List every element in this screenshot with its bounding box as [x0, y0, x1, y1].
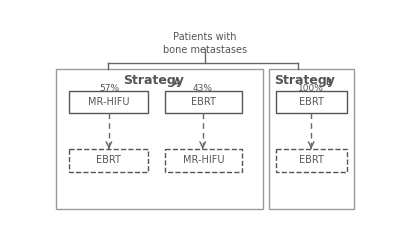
Text: 100%: 100%	[298, 84, 324, 93]
Text: MR-HIFU: MR-HIFU	[183, 156, 224, 165]
Text: A: A	[174, 78, 180, 87]
Text: Strategy: Strategy	[274, 74, 336, 87]
Bar	[165, 91, 242, 113]
Text: EBRT: EBRT	[96, 156, 121, 165]
Bar	[56, 69, 263, 209]
Text: Patients with
bone metastases: Patients with bone metastases	[163, 32, 247, 55]
Text: EBRT: EBRT	[299, 156, 324, 165]
Text: B: B	[325, 78, 331, 87]
Bar	[268, 69, 354, 209]
Text: MR-HIFU: MR-HIFU	[88, 97, 130, 107]
Bar	[276, 149, 347, 172]
Bar	[165, 149, 242, 172]
Text: 57%: 57%	[99, 84, 119, 93]
Bar	[69, 91, 148, 113]
Bar	[276, 91, 347, 113]
Text: EBRT: EBRT	[191, 97, 216, 107]
Bar	[69, 149, 148, 172]
Text: Strategy: Strategy	[123, 74, 184, 87]
Text: 43%: 43%	[193, 84, 213, 93]
Text: EBRT: EBRT	[299, 97, 324, 107]
